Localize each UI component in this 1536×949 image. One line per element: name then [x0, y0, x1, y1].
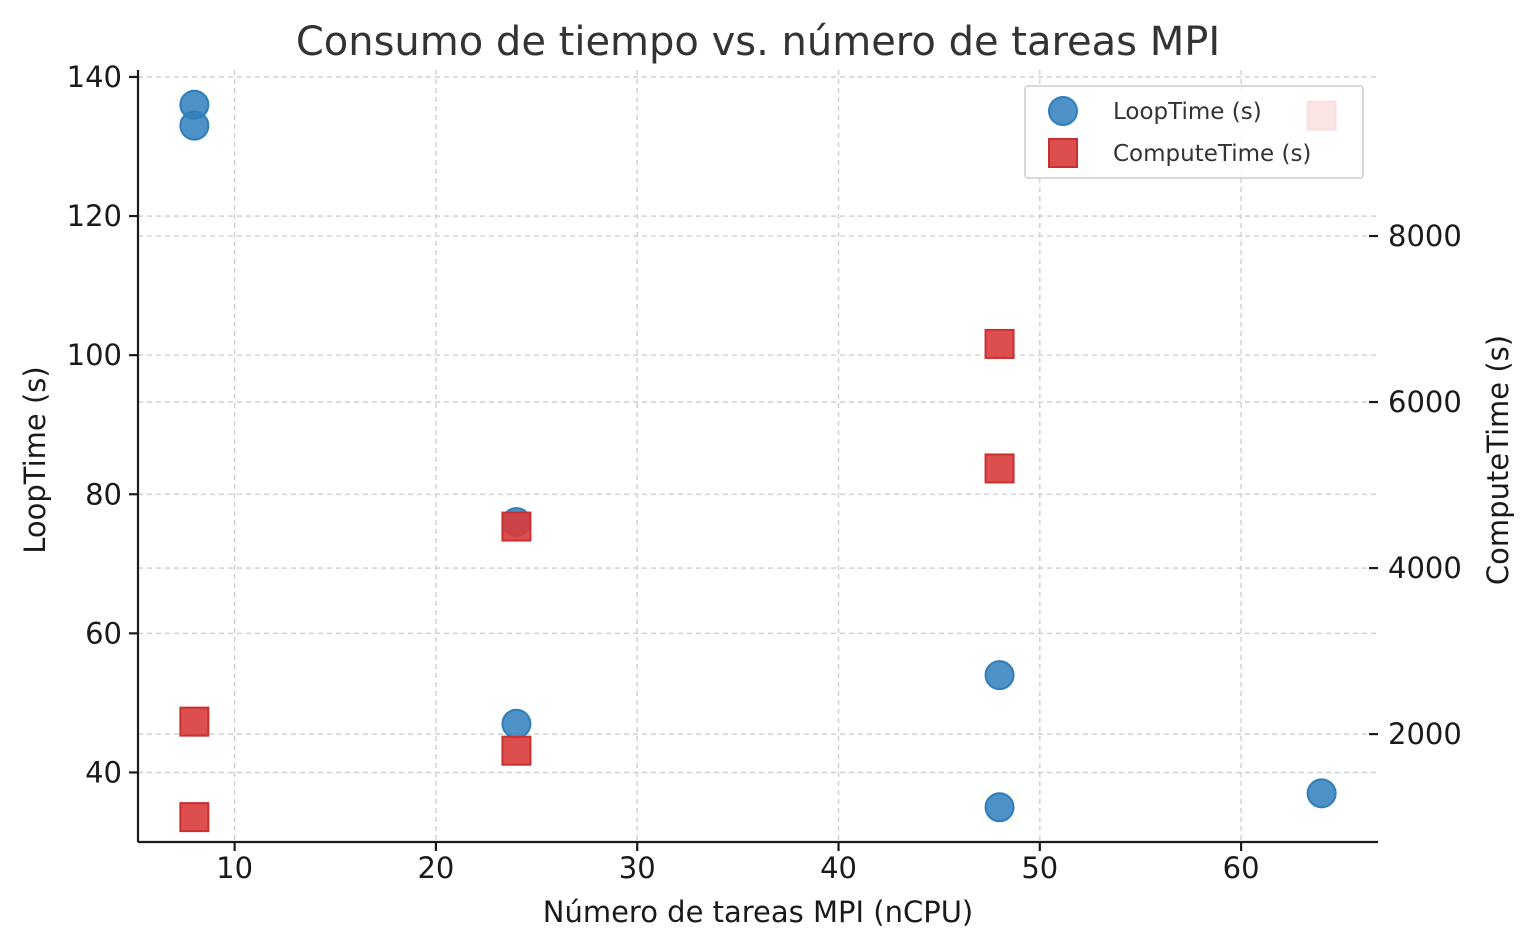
x-gridlines [233, 70, 1242, 842]
y2-tick-label: 8000 [1388, 219, 1462, 253]
y2-axis-ticks: 2000 4000 6000 8000 [1369, 219, 1462, 751]
y2-axis-label: ComputeTime (s) [1481, 335, 1515, 585]
legend-label-computetime: ComputeTime (s) [1113, 141, 1311, 167]
computetime-point [984, 328, 1015, 359]
chart-title: Consumo de tiempo vs. número de tareas M… [296, 19, 1220, 65]
y2-tick-label: 2000 [1388, 717, 1462, 751]
looptime-point [1306, 778, 1337, 809]
y2-gridlines [138, 235, 1378, 735]
x-tick-label: 50 [1021, 851, 1058, 885]
looptime-point [179, 110, 210, 141]
x-tick-label: 30 [619, 851, 656, 885]
computetime-point [501, 511, 532, 542]
y-tick-label: 140 [67, 60, 122, 94]
legend: LoopTime (s) ComputeTime (s) [1024, 85, 1364, 179]
looptime-point [984, 660, 1015, 691]
x-tick-label: 40 [820, 851, 857, 885]
looptime-point [984, 792, 1015, 823]
y-tick-label: 120 [67, 199, 122, 233]
y2-tick-label: 4000 [1388, 551, 1462, 585]
x-tick-label: 20 [417, 851, 454, 885]
y-tick-label: 40 [85, 755, 122, 789]
y-gridlines [138, 76, 1378, 774]
axes-spines [136, 70, 1378, 844]
y-axis-label: LoopTime (s) [18, 366, 52, 553]
x-axis-label: Número de tareas MPI (nCPU) [543, 895, 974, 929]
legend-marker-computetime [1048, 138, 1078, 168]
computetime-point [501, 735, 532, 766]
y-tick-label: 60 [85, 616, 122, 650]
x-tick-label: 10 [216, 851, 253, 885]
legend-marker-looptime [1048, 96, 1078, 126]
y-axis-ticks: 40 60 80 100 120 140 [67, 60, 138, 789]
x-tick-label: 60 [1223, 851, 1260, 885]
x-axis-ticks: 10 20 30 40 50 60 [216, 842, 1260, 885]
y2-tick-label: 6000 [1388, 385, 1462, 419]
looptime-point [501, 708, 532, 739]
computetime-point [179, 706, 210, 737]
y-tick-label: 100 [67, 338, 122, 372]
looptime-series [179, 89, 1337, 823]
y-tick-label: 80 [85, 477, 122, 511]
computetime-point [984, 453, 1015, 484]
computetime-point [179, 802, 210, 833]
computetime-series [179, 100, 1337, 833]
legend-label-looptime: LoopTime (s) [1113, 99, 1262, 125]
legend-frame [1024, 85, 1364, 179]
